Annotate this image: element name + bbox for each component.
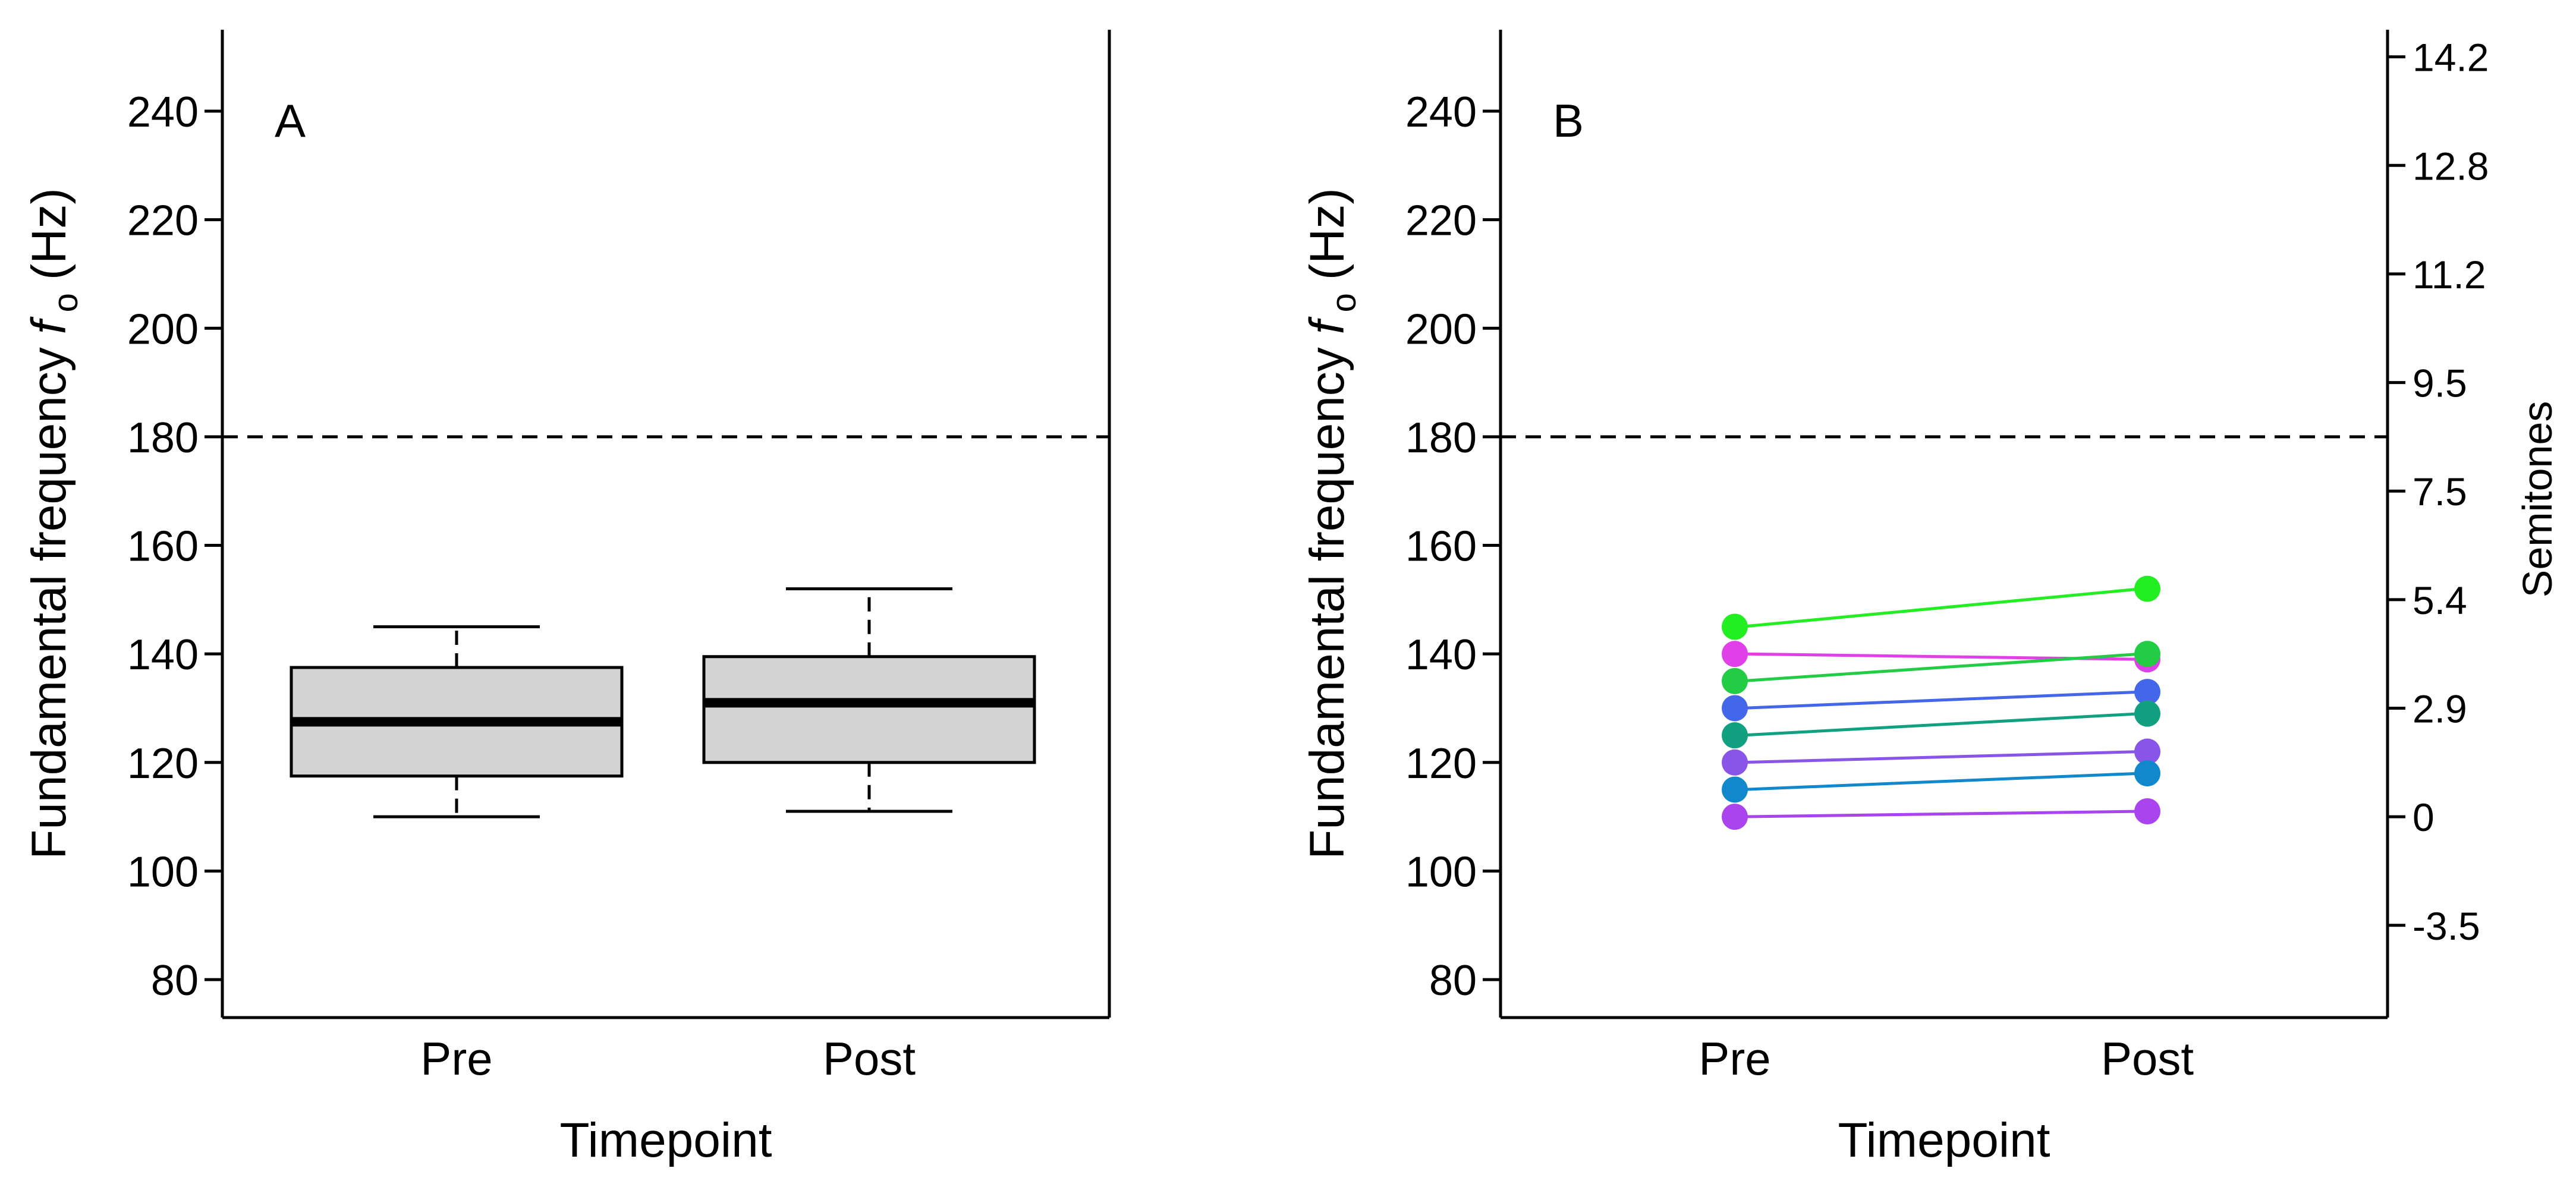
series-point-pre — [1722, 749, 1748, 776]
series-line — [1740, 772, 2142, 791]
panel-b-x-tick-label-pre: Pre — [1699, 1032, 1770, 1085]
series-point-post — [2134, 700, 2160, 727]
panel-a-y-tick-label: 120 — [127, 740, 199, 788]
panel-b-y2-tick-label: -3.5 — [2413, 904, 2480, 948]
panel-b-y-tick-label: 140 — [1405, 631, 1477, 679]
panel-a-y-axis-label: Fundamental frequency fo (Hz) — [22, 188, 85, 859]
panel-b-y2-tick-label: 5.4 — [2413, 578, 2467, 622]
panel-b-y2-tick-label: 12.8 — [2413, 144, 2489, 188]
panel-b-y-tick-label: 120 — [1405, 740, 1477, 788]
panel-b-y2-tick-label: 11.2 — [2413, 253, 2486, 297]
y-label-subscript: o — [1325, 293, 1363, 312]
series-s4 — [1722, 679, 2160, 722]
panel-a-y-tick-label: 240 — [127, 89, 199, 136]
panel-a-y-tick-label: 180 — [127, 414, 199, 462]
panel-a-y-ticks: 80 100 120 140 160 180 200 220 240 — [127, 89, 222, 1004]
series-line — [1740, 652, 2142, 683]
y-label-unit: (Hz) — [22, 188, 76, 280]
panel-b-y-tick-label: 180 — [1405, 414, 1477, 462]
series-point-post — [2134, 738, 2160, 765]
panel-a-y-tick-label: 140 — [127, 631, 199, 679]
panel-b-x-tick-label-post: Post — [2101, 1032, 2194, 1085]
panel-a-y-tick-label: 200 — [127, 306, 199, 353]
panel-b-y-tick-label: 240 — [1405, 89, 1477, 136]
panel-b-lines: 80 100 120 140 160 180 200 220 240 -3.5 0 2.9 5.4 7.… — [1300, 30, 2561, 1167]
series-line — [1740, 587, 2142, 628]
panel-b-y-tick-label: 200 — [1405, 306, 1477, 353]
box-iqr — [702, 655, 1036, 764]
series-s6 — [1722, 738, 2160, 776]
series-point-pre — [1722, 722, 1748, 749]
series-point-pre — [1722, 641, 1748, 667]
y-label-unit: (Hz) — [1300, 188, 1354, 280]
series-line — [1740, 712, 2142, 737]
panel-b-x-axis-label: Timepoint — [1838, 1113, 2050, 1167]
series-point-post — [2134, 798, 2160, 824]
series-s3 — [1722, 641, 2160, 694]
series-point-post — [2134, 575, 2160, 602]
series-point-pre — [1722, 804, 1748, 830]
panel-a-y-tick-label: 80 — [151, 957, 199, 1004]
panel-a-x-tick-label-post: Post — [823, 1032, 916, 1085]
series-s8 — [1722, 798, 2160, 830]
box-post — [702, 587, 1036, 813]
box-pre — [290, 625, 624, 818]
series-s5 — [1722, 700, 2160, 749]
y-label-symbol: f — [1300, 316, 1354, 334]
series-line — [1740, 750, 2142, 764]
panel-b-y-tick-label: 160 — [1405, 523, 1477, 571]
y-label-text: Fundamental frequency — [1300, 347, 1354, 859]
panel-a-x-axis-label: Timepoint — [560, 1113, 772, 1167]
panel-a-boxplot: 80 100 120 140 160 180 200 220 240 A Pre Post Ti… — [22, 30, 1111, 1167]
panel-b-y2-tick-label: 0 — [2413, 795, 2435, 839]
series-point-pre — [1722, 776, 1748, 803]
series-line — [1740, 690, 2142, 710]
panel-a-x-tick-label-pre: Pre — [420, 1032, 492, 1085]
panel-b-y2-ticks: -3.5 0 2.9 5.4 7.5 9.5 11.2 12.8 14.2 — [2388, 36, 2489, 948]
y-label-text: Fundamental frequency — [22, 347, 76, 859]
panel-b-y2-axis-label: Semitones — [2514, 401, 2561, 598]
panel-a-y-tick-label: 220 — [127, 197, 199, 245]
panel-a-y-tick-label: 160 — [127, 523, 199, 571]
series-point-post — [2134, 679, 2160, 706]
panel-b-series — [1722, 575, 2160, 830]
y-label-subscript: o — [46, 293, 85, 312]
panel-b-y2-tick-label: 9.5 — [2413, 361, 2467, 405]
panel-b-y2-tick-label: 2.9 — [2413, 687, 2467, 730]
panel-b-label: B — [1553, 95, 1584, 147]
panel-a-label: A — [275, 95, 306, 147]
series-line — [1740, 810, 2142, 818]
panel-b-y-tick-label: 100 — [1405, 848, 1477, 896]
series-s1 — [1722, 575, 2160, 640]
series-point-post — [2134, 641, 2160, 667]
panel-a-boxes — [290, 587, 1036, 818]
panel-b-y-tick-label: 80 — [1429, 957, 1477, 1004]
series-point-pre — [1722, 667, 1748, 694]
panel-b-y-tick-label: 220 — [1405, 197, 1477, 245]
series-s7 — [1722, 760, 2160, 803]
y-label-symbol: f — [22, 316, 76, 334]
series-point-pre — [1722, 613, 1748, 640]
series-point-post — [2134, 760, 2160, 787]
panel-b-y2-tick-label: 7.5 — [2413, 470, 2467, 514]
panel-b-y-axis-label: Fundamental frequency fo (Hz) — [1300, 188, 1363, 859]
panel-b-y-ticks: 80 100 120 140 160 180 200 220 240 — [1405, 89, 1501, 1004]
panel-b-y2-tick-label: 14.2 — [2413, 36, 2489, 80]
series-point-pre — [1722, 695, 1748, 722]
panel-a-y-tick-label: 100 — [127, 848, 199, 896]
